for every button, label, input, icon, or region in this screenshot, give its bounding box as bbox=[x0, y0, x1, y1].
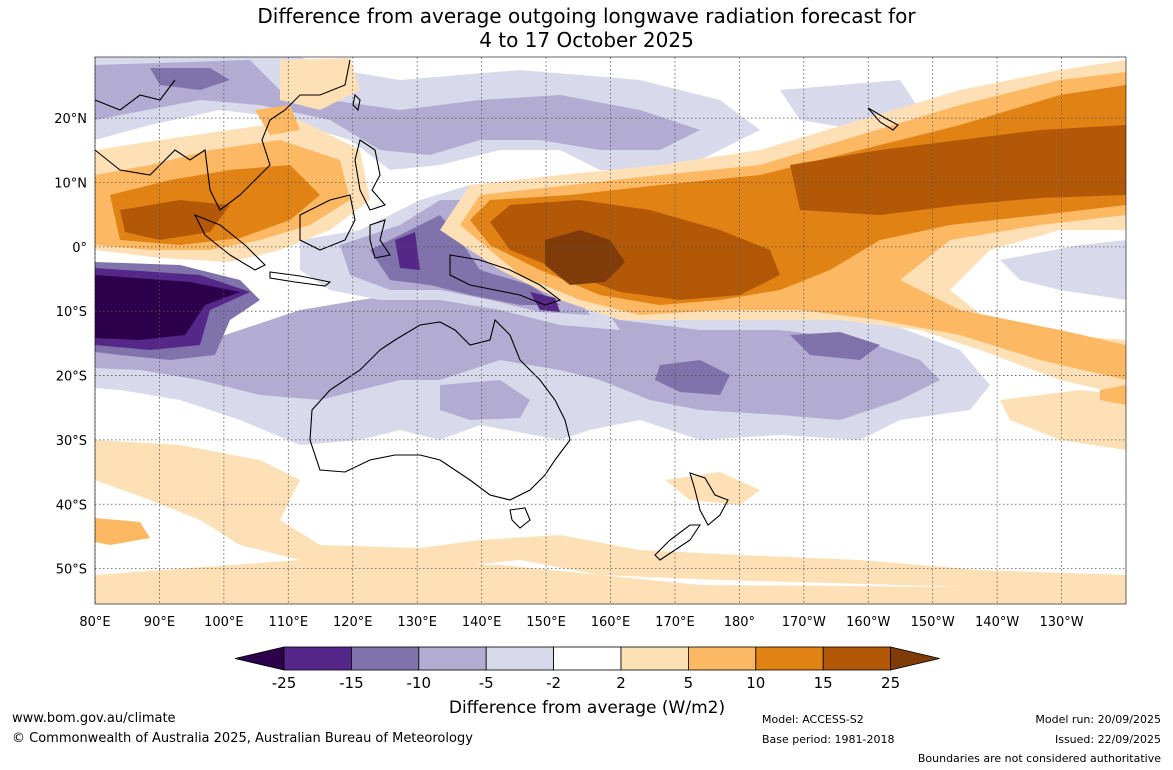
longitude-label: 140°E bbox=[462, 615, 502, 630]
anomaly-region bbox=[95, 275, 240, 340]
anomaly-region bbox=[95, 60, 700, 155]
map-frame bbox=[94, 56, 1127, 605]
legend-tick-label: -2 bbox=[546, 674, 561, 692]
legend-swatch bbox=[755, 646, 824, 671]
india-coastline bbox=[94, 79, 176, 111]
title-line-2: 4 to 17 October 2025 bbox=[479, 28, 694, 52]
issued-text: Issued: 22/09/2025 bbox=[1054, 733, 1161, 746]
sulawesi-coastline bbox=[369, 219, 391, 259]
southeast-asia-coastline bbox=[94, 59, 351, 211]
legend-swatch bbox=[485, 646, 555, 671]
hawaii-coastline bbox=[867, 107, 899, 131]
longitude-label: 80°E bbox=[79, 615, 110, 630]
new-zealand-south-coastline bbox=[654, 524, 702, 561]
new-guinea-coastline bbox=[449, 254, 562, 306]
anomaly-region bbox=[490, 200, 780, 300]
latitude-label: 30°S bbox=[56, 434, 87, 449]
anomaly-region bbox=[280, 58, 360, 110]
sumatra-coastline bbox=[193, 213, 266, 271]
anomaly-region bbox=[395, 232, 420, 270]
java-coastline bbox=[269, 271, 332, 287]
australia-coastline bbox=[309, 318, 571, 501]
longitude-label: 160°E bbox=[591, 615, 631, 630]
coastlines bbox=[94, 59, 899, 561]
anomaly-region bbox=[150, 68, 230, 90]
legend-swatch bbox=[418, 646, 487, 671]
longitude-label: 130°E bbox=[397, 615, 437, 630]
anomaly-region bbox=[655, 360, 730, 395]
longitude-label: 140°W bbox=[975, 615, 1019, 630]
legend-tick-label: 5 bbox=[684, 674, 694, 692]
legend-tick-label: 10 bbox=[746, 674, 765, 692]
longitude-label: 150°W bbox=[911, 615, 955, 630]
legend-tick-labels: -25 -15 -10 -5 -2 2 5 10 15 25 bbox=[272, 674, 900, 692]
latitude-label: 10°S bbox=[56, 305, 87, 320]
anomaly-region bbox=[530, 292, 560, 312]
longitude-label: 170°E bbox=[655, 615, 695, 630]
legend-swatch bbox=[350, 646, 420, 671]
tasmania-coastline bbox=[509, 507, 531, 529]
model-text: Model: ACCESS-S2 bbox=[762, 713, 864, 726]
latitude-label: 0° bbox=[72, 241, 87, 256]
disclaimer-text: Boundaries are not considered authoritat… bbox=[917, 752, 1161, 765]
latitude-label: 20°N bbox=[54, 112, 87, 127]
legend-swatch bbox=[283, 646, 352, 671]
longitude-label: 170°W bbox=[782, 615, 826, 630]
legend-tick-label: 25 bbox=[881, 674, 900, 692]
philippines-coastline bbox=[354, 139, 386, 211]
latitude-labels: 20°N 10°N 0° 10°S 20°S 30°S 40°S 50°S bbox=[54, 112, 87, 577]
legend-swatch bbox=[234, 646, 285, 671]
longitude-label: 120°E bbox=[333, 615, 373, 630]
legend-swatches bbox=[234, 646, 940, 671]
legend-tick-label: -25 bbox=[272, 674, 297, 692]
legend-tick-label: -15 bbox=[339, 674, 364, 692]
legend-tick-label: 2 bbox=[616, 674, 626, 692]
copyright-text: © Commonwealth of Australia 2025, Austra… bbox=[12, 731, 473, 746]
anomaly-region bbox=[790, 332, 880, 360]
longitude-label: 100°E bbox=[204, 615, 244, 630]
anomaly-region bbox=[545, 230, 625, 285]
longitude-label: 110°E bbox=[269, 615, 309, 630]
legend-swatch bbox=[822, 646, 892, 671]
legend-swatch bbox=[688, 646, 757, 671]
taiwan-coastline bbox=[352, 93, 361, 112]
anomaly-region bbox=[790, 125, 1126, 215]
latitude-label: 40°S bbox=[56, 498, 87, 513]
longitude-label: 150°E bbox=[526, 615, 566, 630]
anomaly-region bbox=[665, 472, 760, 505]
longitude-label: 130°W bbox=[1039, 615, 1083, 630]
colorbar-legend: -25 -15 -10 -5 -2 2 5 10 15 25 Difference from av… bbox=[234, 646, 940, 718]
legend-tick-label: -10 bbox=[407, 674, 432, 692]
latitude-label: 10°N bbox=[54, 176, 87, 191]
anomaly-region bbox=[1000, 240, 1126, 300]
anomaly-region bbox=[440, 380, 530, 420]
model-run-text: Model run: 20/09/2025 bbox=[1035, 713, 1161, 726]
legend-label: Difference from average (W/m2) bbox=[449, 698, 725, 718]
latitude-label: 20°S bbox=[56, 370, 87, 385]
legend-tick-label: 15 bbox=[814, 674, 833, 692]
title-line-1: Difference from average outgoing longwav… bbox=[257, 4, 916, 28]
anomaly-region bbox=[95, 280, 940, 420]
longitude-label: 180° bbox=[724, 615, 755, 630]
new-zealand-north-coastline bbox=[689, 472, 729, 526]
legend-swatch bbox=[620, 646, 689, 671]
base-period-text: Base period: 1981-2018 bbox=[762, 733, 895, 746]
legend-swatch bbox=[890, 646, 940, 671]
longitude-label: 160°W bbox=[846, 615, 890, 630]
borneo-coastline bbox=[299, 194, 356, 251]
map-title: Difference from average outgoing longwav… bbox=[0, 4, 1173, 52]
longitude-label: 90°E bbox=[144, 615, 175, 630]
longitude-labels: 80°E 90°E 100°E 110°E 120°E 130°E 140°E 150°E 16… bbox=[79, 615, 1083, 630]
legend-tick-label: -5 bbox=[479, 674, 494, 692]
anomaly-region bbox=[1000, 390, 1126, 450]
anomaly-region bbox=[1100, 385, 1126, 405]
latitude-label: 50°S bbox=[56, 563, 87, 578]
anomaly-region bbox=[95, 518, 150, 545]
legend-swatch bbox=[553, 646, 622, 671]
bom-url-link[interactable]: www.bom.gov.au/climate bbox=[12, 711, 176, 726]
anomaly-region bbox=[255, 105, 300, 135]
